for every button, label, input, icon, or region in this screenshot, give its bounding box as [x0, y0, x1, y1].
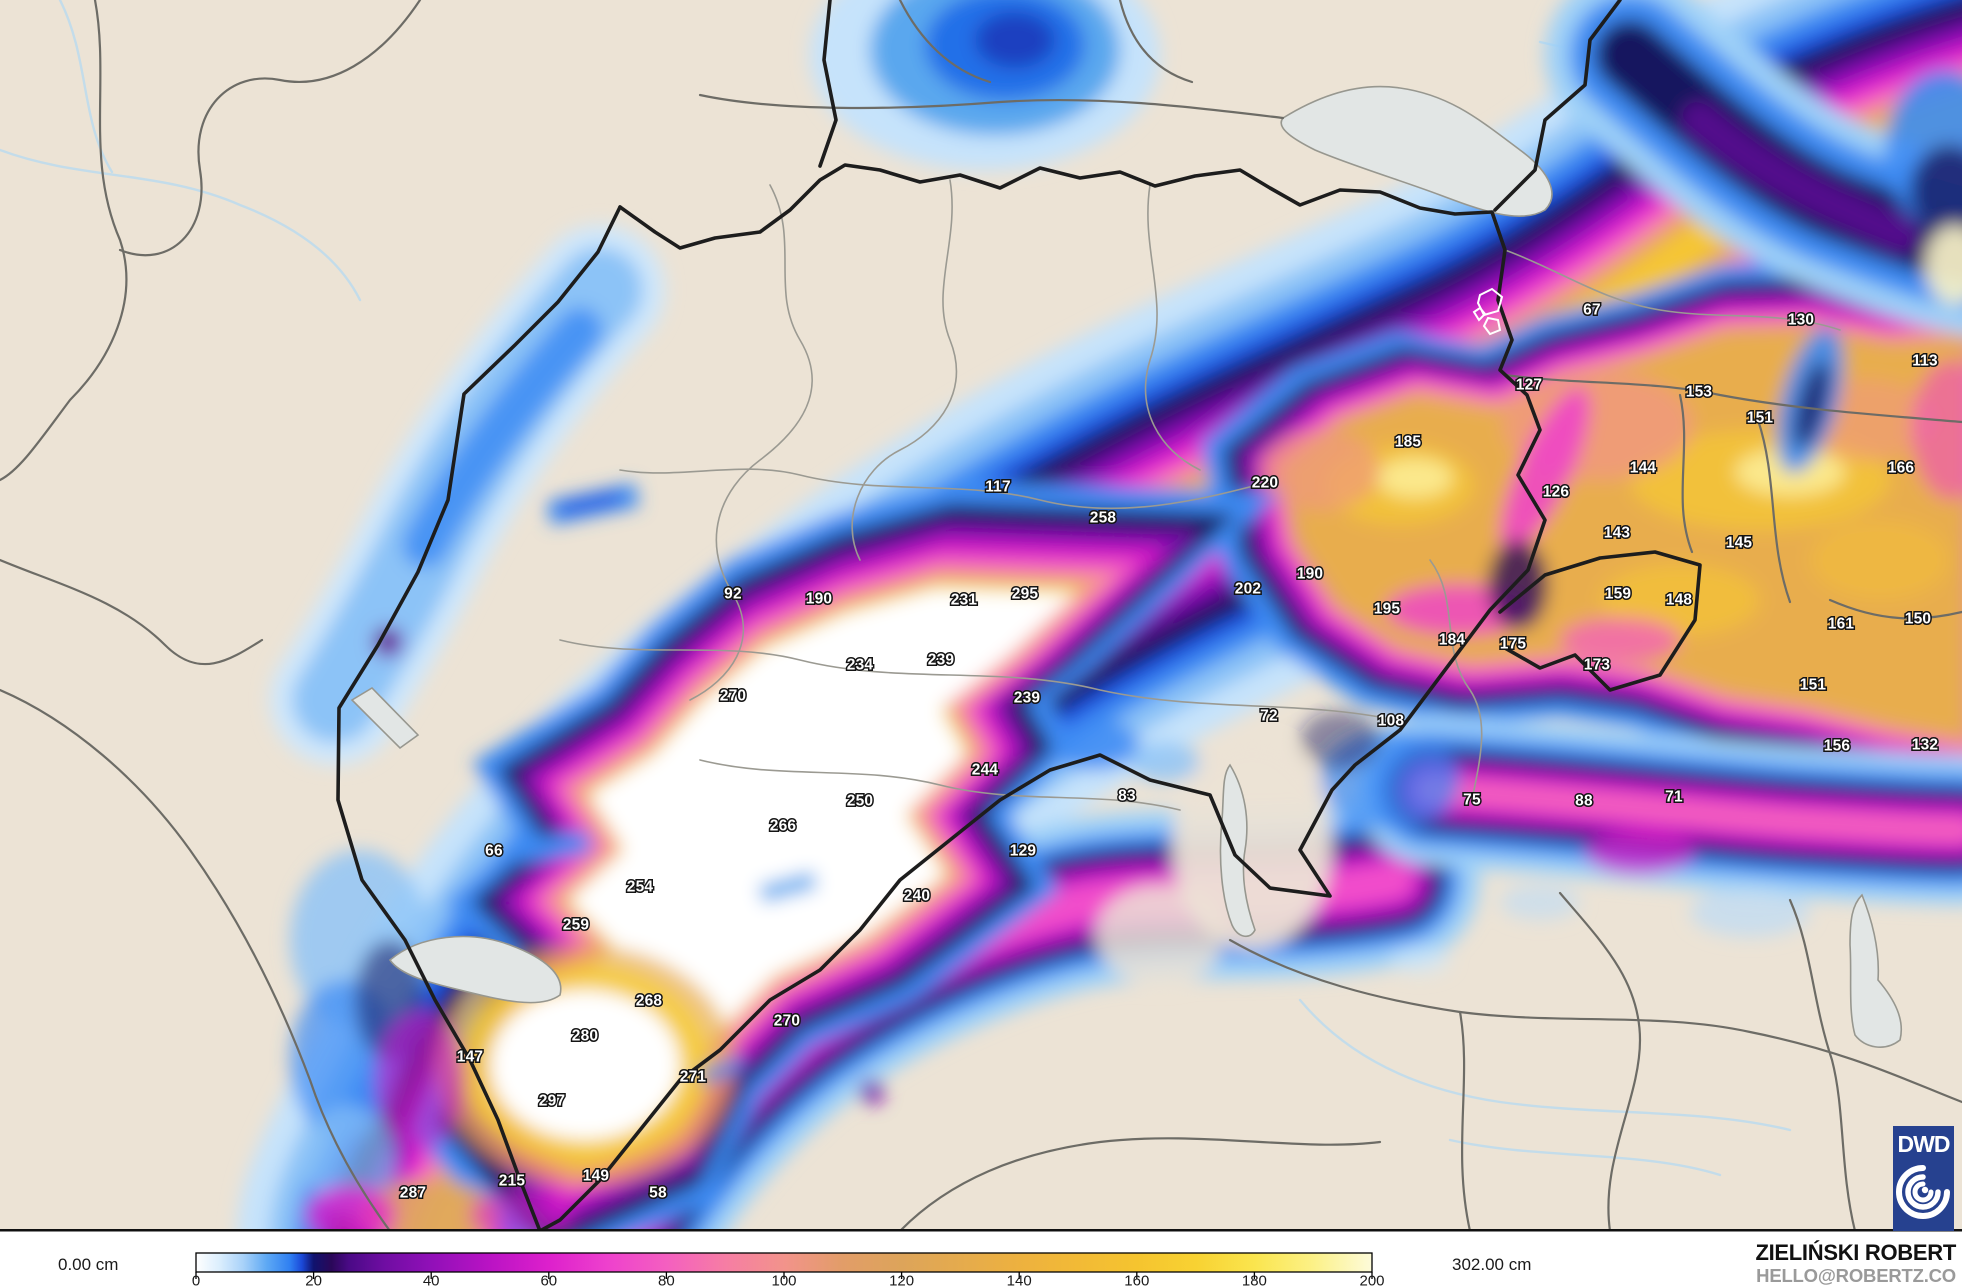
- colorbar-ticks: 0 20 40 60 80 100 120 140 160 180 200: [192, 1272, 1385, 1287]
- snow-depth-label: 239: [1014, 690, 1041, 707]
- snow-depth-label: 71: [1665, 789, 1683, 806]
- snow-depth-label: 161: [1828, 616, 1855, 633]
- snow-depth-label: 270: [720, 688, 746, 705]
- colorbar-tick-label: 200: [1359, 1273, 1384, 1287]
- country-borders: [0, 0, 1962, 1231]
- snow-depth-label: 156: [1824, 738, 1851, 755]
- snow-depth-label: 270: [774, 1013, 800, 1030]
- snow-depth-label: 297: [539, 1093, 565, 1110]
- colorbar-max-label: 302.00 cm: [1452, 1255, 1531, 1274]
- colorbar: [195, 1252, 1373, 1273]
- snow-depth-label: 190: [1297, 566, 1323, 583]
- snow-depth-label: 166: [1888, 460, 1915, 477]
- dwd-logo-text: DWD: [1898, 1131, 1950, 1157]
- snow-depth-labels: 67 130 113 127 153 151 185 144 166 220 117 126 258 14…: [398, 300, 1939, 1203]
- snow-depth-label: 215: [499, 1173, 526, 1190]
- snow-depth-label: 150: [1905, 611, 1931, 628]
- snow-depth-label: 159: [1605, 586, 1632, 603]
- map-frame-line: [0, 1229, 1962, 1232]
- snow-depth-label: 240: [904, 888, 930, 905]
- snow-depth-label: 254: [627, 879, 654, 896]
- snow-depth-label: 88: [1575, 793, 1593, 810]
- colorbar-tick-label: 140: [1007, 1273, 1032, 1287]
- lakes: [350, 85, 1902, 1048]
- snow-depth-label: 259: [563, 917, 590, 934]
- snow-depth-label: 153: [1686, 384, 1713, 401]
- snow-depth-label: 234: [847, 657, 874, 674]
- colorbar-tick-label: 40: [423, 1273, 440, 1287]
- snow-depth-label: 117: [985, 479, 1011, 496]
- attribution-name: ZIELIŃSKI ROBERT: [1755, 1240, 1956, 1265]
- lake-neuchatel: [350, 686, 420, 750]
- snow-depth-label: 129: [1010, 843, 1037, 860]
- snow-depth-label: 72: [1260, 708, 1278, 725]
- snow-depth-label: 67: [1583, 302, 1601, 319]
- snow-depth-label: 280: [572, 1028, 598, 1045]
- snow-depth-label: 151: [1800, 677, 1827, 694]
- snow-depth-label: 147: [457, 1049, 483, 1066]
- snow-depth-label: 220: [1252, 475, 1278, 492]
- snow-depth-label: 127: [1516, 377, 1542, 394]
- snow-depth-label: 190: [806, 591, 832, 608]
- snow-depth-label: 143: [1604, 525, 1631, 542]
- snow-depth-label: 130: [1788, 312, 1814, 329]
- snow-depth-label: 113: [1912, 353, 1938, 370]
- snow-depth-label: 287: [400, 1185, 426, 1202]
- swiss-border: [336, 0, 1702, 1231]
- colorbar-tick-label: 60: [540, 1273, 557, 1287]
- snow-depth-label: 66: [485, 843, 503, 860]
- colorbar-tick-label: 160: [1124, 1273, 1149, 1287]
- map-canvas: 67 130 113 127 153 151 185 144 166 220 117 126 258 14…: [0, 0, 1962, 1231]
- snow-depth-label: 202: [1235, 581, 1261, 598]
- snow-depth-label: 148: [1666, 592, 1693, 609]
- snow-depth-label: 295: [1012, 586, 1039, 603]
- snow-depth-label: 144: [1630, 460, 1657, 477]
- snow-depth-label: 83: [1118, 788, 1136, 805]
- dwd-logo: DWD: [1893, 1126, 1954, 1231]
- colorbar-tick-label: 100: [771, 1273, 796, 1287]
- snow-depth-label: 145: [1726, 535, 1753, 552]
- snow-depth-label: 175: [1500, 636, 1527, 653]
- colorbar-min-label: 0.00 cm: [58, 1255, 118, 1274]
- legend: 0 20 40 60 80 100 120 140 160 180 200 0.00 cm 302.…: [0, 1229, 1962, 1287]
- lake-constance: [1280, 85, 1553, 217]
- lake-garda: [1849, 893, 1902, 1048]
- snow-depth-label: 258: [1090, 510, 1117, 527]
- colorbar-tick-label: 180: [1242, 1273, 1267, 1287]
- snow-depth-label: 184: [1439, 632, 1466, 649]
- dwd-spiral-icon: [1896, 1165, 1950, 1219]
- snow-depth-label: 195: [1374, 601, 1401, 618]
- snow-depth-label: 75: [1463, 792, 1481, 809]
- snow-depth-label: 92: [724, 586, 742, 603]
- snow-depth-label: 58: [649, 1185, 667, 1202]
- snow-depth-label: 151: [1747, 410, 1774, 427]
- snow-depth-label: 244: [972, 762, 999, 779]
- snow-depth-label: 268: [636, 993, 663, 1010]
- colorbar-tick-label: 0: [192, 1273, 200, 1287]
- snow-depth-label: 108: [1378, 713, 1405, 730]
- snow-depth-label: 185: [1395, 434, 1422, 451]
- snow-depth-label: 149: [583, 1168, 610, 1185]
- snow-depth-label: 126: [1543, 484, 1570, 501]
- snow-depth-label: 231: [951, 592, 978, 609]
- colorbar-tick-label: 120: [889, 1273, 914, 1287]
- snow-depth-label: 239: [928, 652, 955, 669]
- colorbar-tick-label: 20: [305, 1273, 322, 1287]
- snow-depth-label: 132: [1912, 737, 1938, 754]
- snow-depth-field: [238, 0, 1962, 1231]
- attribution-contact: HELLO@ROBERTZ.CO: [1756, 1265, 1956, 1286]
- snow-depth-label: 173: [1584, 657, 1611, 674]
- snow-depth-label: 266: [770, 818, 797, 835]
- enclave-parcels: [1472, 287, 1504, 336]
- lake-geneva: [388, 935, 562, 1004]
- snow-depth-label: 271: [680, 1069, 707, 1086]
- colorbar-tick-label: 80: [658, 1273, 675, 1287]
- snow-depth-label: 250: [847, 793, 873, 810]
